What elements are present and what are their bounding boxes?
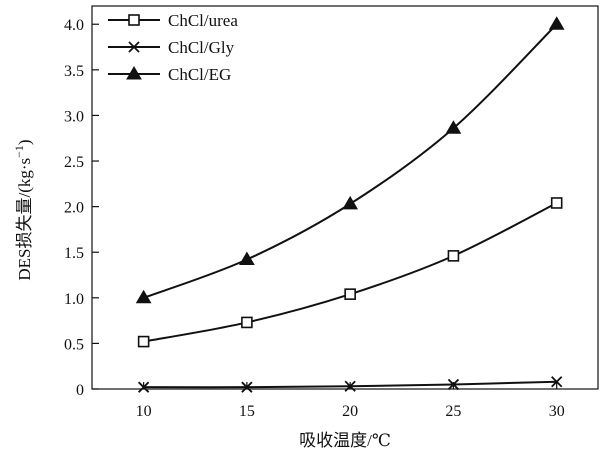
- data-point: [241, 381, 253, 393]
- series-chcl-eg: [135, 16, 565, 304]
- data-point: [551, 376, 563, 388]
- y-tick-label: 2.0: [64, 200, 84, 217]
- data-point-stroke: [137, 381, 150, 393]
- series-chcl-urea: [137, 197, 563, 348]
- legend: ChCl/urea ChCl/Gly ChCl/EG: [108, 11, 238, 84]
- x-axis-label: 吸收温度/℃: [299, 431, 391, 450]
- data-point: [447, 250, 460, 262]
- data-point-stroke: [344, 380, 356, 392]
- x-tick-label: 25: [445, 403, 461, 420]
- legend-label: ChCl/urea: [168, 11, 238, 30]
- data-point: [137, 381, 150, 393]
- data-point: [550, 197, 563, 209]
- series-group: [135, 16, 565, 393]
- data-point: [128, 14, 140, 26]
- legend-label: ChCl/Gly: [168, 38, 235, 57]
- y-tick-label: 2.5: [64, 154, 84, 171]
- data-point: [445, 120, 462, 134]
- y-tick-label: 3.0: [64, 108, 84, 125]
- data-point-stroke: [241, 381, 253, 393]
- data-point-stroke: [551, 376, 563, 388]
- y-tick-label: 0: [76, 382, 84, 399]
- series-line: [143, 202, 558, 343]
- series-line: [143, 23, 558, 299]
- y-tick-label: 0.5: [64, 336, 84, 353]
- data-point: [342, 195, 359, 210]
- data-point: [241, 316, 253, 329]
- y-axis-label-sup: −1: [12, 145, 26, 158]
- y-axis-label: DES损失量/(kg·s−1): [12, 139, 34, 280]
- data-point: [135, 289, 152, 304]
- data-point: [548, 16, 565, 30]
- y-axis-label-close: ): [15, 139, 34, 145]
- legend-item: ChCl/Gly: [108, 38, 235, 57]
- plot-frame: [91, 5, 599, 390]
- y-axis-label-main: DES损失量/(kg·s: [15, 158, 34, 281]
- x-tick-label: 30: [549, 403, 565, 420]
- x-tick-label: 10: [136, 403, 152, 420]
- data-point: [137, 335, 150, 348]
- legend-item: ChCl/urea: [108, 11, 238, 30]
- y-tick-label: 3.5: [64, 63, 84, 80]
- data-point: [344, 380, 356, 392]
- y-tick-label: 1.0: [64, 291, 84, 308]
- x-tick-label: 15: [239, 403, 255, 420]
- data-point: [239, 251, 255, 266]
- data-point: [447, 378, 460, 391]
- y-tick-label: 1.5: [64, 245, 84, 262]
- axes: [91, 5, 599, 390]
- x-tick-label: 20: [342, 403, 358, 420]
- y-tick-label: 4.0: [64, 17, 84, 34]
- series-chcl-gly: [137, 376, 563, 393]
- data-point: [126, 66, 142, 80]
- data-point-stroke: [128, 41, 140, 53]
- legend-label: ChCl/EG: [168, 65, 231, 84]
- data-point-stroke: [447, 378, 460, 391]
- data-point: [128, 41, 140, 53]
- data-point: [344, 288, 356, 300]
- legend-item: ChCl/EG: [108, 65, 231, 84]
